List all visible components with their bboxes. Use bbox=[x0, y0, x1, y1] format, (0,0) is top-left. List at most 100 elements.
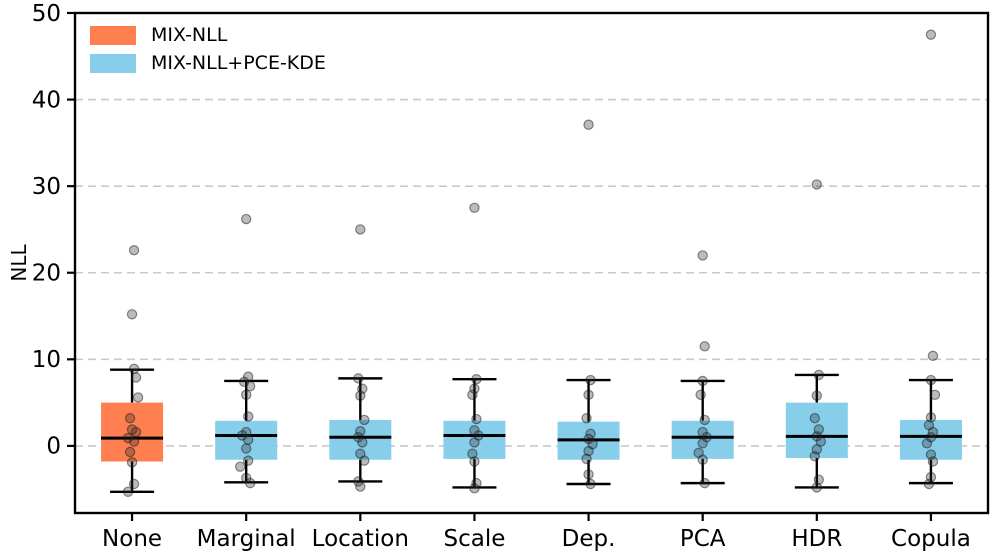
data-point bbox=[467, 389, 478, 401]
data-point bbox=[128, 363, 140, 375]
data-point bbox=[583, 389, 594, 401]
data-point bbox=[122, 432, 134, 444]
data-point bbox=[811, 390, 823, 401]
data-point bbox=[811, 179, 823, 190]
data-point bbox=[923, 478, 935, 490]
legend-swatch-mix-nll-pce-kde bbox=[90, 54, 136, 73]
data-point bbox=[581, 412, 592, 424]
box-iqr bbox=[785, 402, 848, 459]
data-point bbox=[357, 437, 368, 448]
data-point bbox=[469, 456, 480, 467]
data-point bbox=[353, 373, 364, 384]
data-point bbox=[126, 309, 138, 320]
data-point bbox=[585, 478, 596, 490]
data-point bbox=[130, 426, 142, 438]
data-point bbox=[583, 445, 594, 457]
data-point bbox=[355, 224, 366, 235]
data-point bbox=[927, 350, 939, 362]
legend-label-mix-nll: MIX-NLL bbox=[151, 24, 228, 46]
boxplot-none bbox=[101, 245, 164, 497]
data-point bbox=[244, 380, 256, 392]
data-point bbox=[124, 412, 136, 424]
data-point bbox=[240, 443, 252, 454]
data-point bbox=[355, 425, 366, 437]
data-point bbox=[469, 437, 480, 448]
data-point bbox=[699, 341, 710, 352]
y-tick-label-10: 10 bbox=[32, 347, 61, 373]
boxplot-dep bbox=[557, 119, 620, 490]
data-point bbox=[471, 374, 482, 385]
data-point bbox=[697, 375, 708, 387]
data-point bbox=[469, 383, 480, 394]
data-point bbox=[234, 461, 246, 472]
y-tick-label-20: 20 bbox=[32, 261, 61, 287]
data-point bbox=[469, 483, 480, 494]
data-point bbox=[583, 469, 594, 480]
data-point bbox=[809, 412, 821, 424]
x-tick-label-1: Marginal bbox=[197, 526, 296, 552]
data-point bbox=[240, 213, 252, 225]
x-tick-label-7: Copula bbox=[891, 526, 971, 552]
data-point bbox=[581, 453, 592, 465]
y-tick-label-0: 0 bbox=[46, 434, 61, 460]
boxplot-pca bbox=[671, 250, 734, 489]
boxplot-hdr bbox=[785, 179, 848, 493]
y-tick-label-40: 40 bbox=[32, 87, 61, 113]
data-point bbox=[809, 451, 821, 462]
boxplot-marginal bbox=[215, 213, 278, 489]
data-point bbox=[583, 119, 594, 130]
data-point bbox=[925, 374, 937, 386]
data-point bbox=[813, 369, 825, 381]
x-tick-label-5: PCA bbox=[680, 526, 726, 552]
data-point bbox=[697, 438, 708, 449]
box-iqr bbox=[899, 419, 962, 460]
data-point bbox=[921, 438, 933, 449]
data-point bbox=[585, 374, 596, 386]
data-point bbox=[925, 412, 937, 423]
data-point bbox=[695, 389, 706, 401]
data-point bbox=[811, 482, 823, 493]
data-point bbox=[128, 245, 140, 256]
axes-frame bbox=[73, 11, 990, 515]
data-point bbox=[242, 455, 254, 466]
data-point bbox=[697, 454, 708, 465]
data-point bbox=[355, 390, 366, 401]
y-tick-label-50: 50 bbox=[32, 1, 61, 27]
data-point bbox=[927, 456, 939, 467]
boxplot-copula bbox=[899, 29, 962, 490]
legend: MIX-NLL MIX-NLL+PCE-KDE bbox=[90, 26, 326, 73]
data-point bbox=[359, 455, 370, 466]
data-point bbox=[813, 474, 825, 485]
data-point bbox=[242, 434, 254, 446]
x-tick-label-2: Location bbox=[312, 526, 409, 552]
data-point bbox=[126, 457, 138, 468]
data-point bbox=[124, 446, 136, 458]
data-point bbox=[699, 414, 710, 426]
data-point bbox=[244, 477, 256, 489]
legend-item-mix-nll: MIX-NLL bbox=[90, 26, 326, 45]
data-point bbox=[699, 477, 710, 489]
boxplot-location bbox=[329, 224, 392, 492]
data-point bbox=[471, 413, 482, 425]
y-axis-label: NLL bbox=[7, 244, 31, 282]
legend-label-mix-nll-pce-kde: MIX-NLL+PCE-KDE bbox=[151, 52, 326, 74]
data-point bbox=[130, 372, 142, 383]
data-point bbox=[359, 414, 370, 426]
box-iqr bbox=[443, 420, 506, 459]
y-tick-label-30: 30 bbox=[32, 174, 61, 200]
x-tick-label-6: HDR bbox=[791, 526, 842, 552]
data-point bbox=[132, 392, 144, 403]
data-point bbox=[929, 389, 941, 401]
data-point bbox=[469, 202, 480, 214]
data-point bbox=[467, 448, 478, 459]
data-point bbox=[122, 486, 134, 497]
legend-item-mix-nll-pce-kde: MIX-NLL+PCE-KDE bbox=[90, 54, 326, 73]
x-tick-label-0: None bbox=[102, 526, 162, 552]
x-tick-label-3: Scale bbox=[443, 526, 505, 552]
data-point bbox=[925, 29, 937, 40]
data-point bbox=[240, 389, 252, 401]
data-point bbox=[697, 250, 708, 261]
data-point bbox=[355, 481, 366, 492]
